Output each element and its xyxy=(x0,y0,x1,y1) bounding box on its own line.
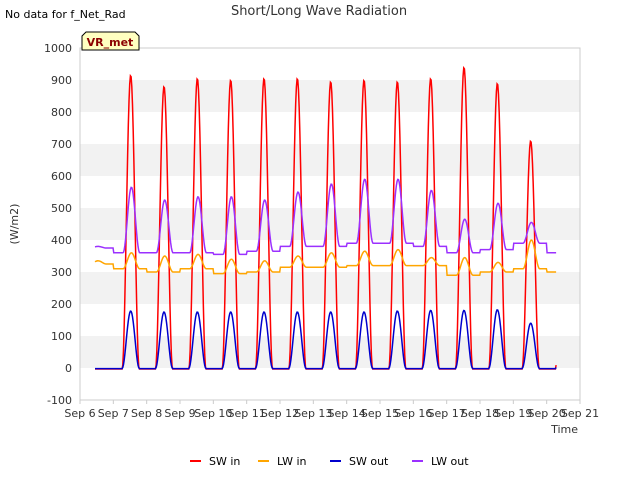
x-tick-label: Sep 16 xyxy=(394,407,432,420)
grid-band xyxy=(80,272,580,304)
x-tick-label: Sep 20 xyxy=(528,407,566,420)
legend-label: LW out xyxy=(431,455,469,468)
grid-band xyxy=(80,304,580,336)
y-tick-label: 300 xyxy=(51,266,72,279)
series-line-lw-in xyxy=(94,239,557,276)
grid-band xyxy=(80,368,580,400)
series-lines xyxy=(94,65,557,370)
grid-band xyxy=(80,144,580,176)
chart-title: Short/Long Wave Radiation xyxy=(231,4,407,19)
x-tick-label: Sep 21 xyxy=(561,407,599,420)
x-axis-label: Time xyxy=(550,423,578,436)
y-tick-label: 500 xyxy=(51,202,72,215)
y-tick-label: 700 xyxy=(51,138,72,151)
y-tick-label: 200 xyxy=(51,298,72,311)
grid-band xyxy=(80,112,580,144)
x-tick-label: Sep 6 xyxy=(64,407,95,420)
x-tick-label: Sep 11 xyxy=(228,407,266,420)
badge-label: VR_met xyxy=(87,36,134,49)
y-tick-label: 800 xyxy=(51,106,72,119)
x-tick-label: Sep 10 xyxy=(194,407,232,420)
y-tick-label: 0 xyxy=(65,362,72,375)
x-tick-label: Sep 7 xyxy=(98,407,129,420)
y-tick-label: -100 xyxy=(47,394,72,407)
y-tick-label: 100 xyxy=(51,330,72,343)
series-line-sw-out xyxy=(95,309,557,370)
grid-band xyxy=(80,336,580,368)
x-tick-label: Sep 15 xyxy=(361,407,399,420)
plot-frame xyxy=(79,47,581,401)
x-tick-label: Sep 17 xyxy=(428,407,466,420)
x-tick-label: Sep 19 xyxy=(494,407,532,420)
y-axis-label: (W/m2) xyxy=(8,204,21,245)
legend-label: LW in xyxy=(277,455,307,468)
badge-shape xyxy=(81,31,140,51)
y-tick-label: 400 xyxy=(51,234,72,247)
no-data-note: No data for f_Net_Rad xyxy=(5,8,126,21)
x-tick-label: Sep 13 xyxy=(294,407,332,420)
y-axis-ticks: -100 0 100 200 300 400 500 600 700 800 900 1000 xyxy=(44,42,72,407)
x-tick-label: Sep 12 xyxy=(261,407,299,420)
x-tick-label: Sep 18 xyxy=(461,407,499,420)
series-line-lw-out xyxy=(94,178,557,256)
grid-band xyxy=(80,48,580,80)
station-badge: VR_met xyxy=(81,31,140,51)
x-tick-label: Sep 9 xyxy=(164,407,195,420)
y-tick-label: 1000 xyxy=(44,42,72,55)
legend: SW in LW in SW out LW out xyxy=(190,455,469,468)
legend-label: SW in xyxy=(209,455,240,468)
y-tick-label: 600 xyxy=(51,170,72,183)
x-tick-label: Sep 14 xyxy=(328,407,366,420)
y-tick-label: 900 xyxy=(51,74,72,87)
x-tick-label: Sep 8 xyxy=(131,407,162,420)
legend-label: SW out xyxy=(349,455,389,468)
grid-band xyxy=(80,208,580,240)
